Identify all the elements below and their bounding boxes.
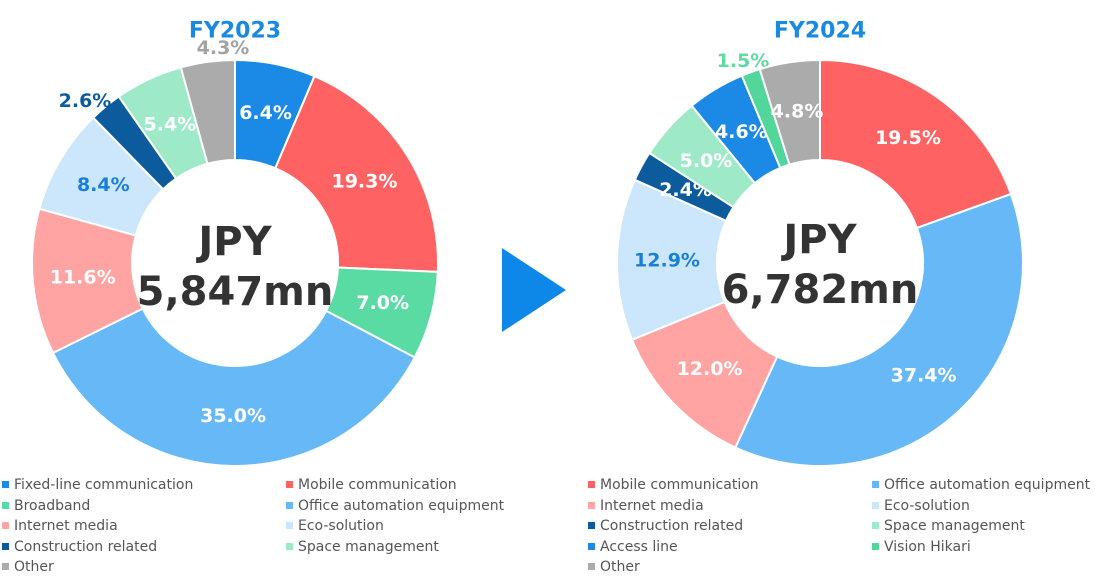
data-label-other: 4.8% xyxy=(771,101,824,123)
data-label-fixed-line-communication: 6.4% xyxy=(239,102,292,124)
legend-swatch xyxy=(872,542,879,550)
legend-label: Other xyxy=(600,559,640,575)
slice-mobile-communication xyxy=(273,74,439,273)
data-label-broadband: 7.0% xyxy=(356,292,409,314)
legend-swatch xyxy=(286,501,293,509)
center-total: 5,847mn xyxy=(137,269,334,315)
legend-swatch xyxy=(286,522,293,529)
legend-item-eco-solution: Eco-solution xyxy=(872,497,970,515)
legend-item-space-management: Space management xyxy=(872,517,1025,535)
legend-item-other: Other xyxy=(588,558,640,576)
slice-mobile-communication xyxy=(819,58,1013,230)
legend-item-vision-hikari: Vision Hikari xyxy=(872,538,971,556)
legend-item-office-automation-equipment: Office automation equipment xyxy=(286,497,504,515)
legend-label: Office automation equipment xyxy=(298,497,505,514)
legend-item-mobile-communication: Mobile communication xyxy=(588,476,759,494)
transition-arrow-icon xyxy=(502,248,566,332)
legend-label: Eco-solution xyxy=(884,497,970,514)
legend-label: Broadband xyxy=(14,497,91,514)
legend-label: Mobile communication xyxy=(298,477,457,493)
legend-swatch xyxy=(588,563,595,570)
legend-label: Construction related xyxy=(14,538,158,555)
center-total: 6,782mn xyxy=(722,267,919,313)
legend-item-broadband: Broadband xyxy=(2,497,90,515)
legend-label: Space management xyxy=(884,518,1025,534)
legend-item-construction-related: Construction related xyxy=(588,517,743,535)
legend-swatch xyxy=(2,501,9,509)
legend-label: Access line xyxy=(600,538,678,555)
donut-chart-fy2024: 19.5%37.4%12.0%12.9%2.4%5.0%4.6%1.5%4.8%… xyxy=(616,19,1024,467)
legend-item-internet-media: Internet media xyxy=(588,497,704,515)
slice-other xyxy=(179,58,236,165)
legend-item-access-line: Access line xyxy=(588,538,678,556)
data-label-mobile-communication: 19.5% xyxy=(875,127,941,149)
legend-item-construction-related: Construction related xyxy=(2,538,157,556)
center-currency: JPY xyxy=(780,217,857,263)
data-label-other: 4.3% xyxy=(197,37,250,59)
legend-item-internet-media: Internet media xyxy=(2,517,118,535)
data-label-office-automation-equipment: 37.4% xyxy=(891,365,957,387)
legend-item-fixed-line-communication: Fixed-line communication xyxy=(2,476,193,494)
legend-swatch xyxy=(2,563,9,570)
slice-other xyxy=(758,58,821,166)
data-label-space-management: 5.0% xyxy=(680,150,733,172)
legend-label: Construction related xyxy=(600,518,744,534)
legend-item-mobile-communication: Mobile communication xyxy=(286,476,457,494)
legend-item-eco-solution: Eco-solution xyxy=(286,517,384,535)
legend-swatch xyxy=(2,481,9,488)
data-label-eco-solution: 12.9% xyxy=(634,249,700,271)
legend-item-office-automation-equipment: Office automation equipment xyxy=(872,476,1090,494)
legend-swatch xyxy=(588,522,595,529)
legend-label: Internet media xyxy=(600,497,704,514)
legend-fy2024: Mobile communication Office automation eq… xyxy=(588,476,1093,577)
legend-swatch xyxy=(588,542,595,550)
legend-item-other: Other xyxy=(2,558,54,576)
legend-label: Other xyxy=(14,559,54,575)
legend-item-space-management: Space management xyxy=(286,538,439,556)
chart-title: FY2024 xyxy=(774,19,866,44)
legend-label: Office automation equipment xyxy=(884,477,1091,493)
legend-swatch xyxy=(588,501,595,509)
legend-label: Eco-solution xyxy=(298,518,384,534)
legend-swatch xyxy=(286,481,293,488)
data-label-eco-solution: 8.4% xyxy=(77,174,130,196)
data-label-internet-media: 11.6% xyxy=(50,266,116,288)
data-label-internet-media: 12.0% xyxy=(677,358,743,380)
slice-office-automation-equipment xyxy=(51,307,417,467)
legend-swatch xyxy=(2,522,9,529)
legend-swatch xyxy=(872,501,879,509)
legend-swatch xyxy=(2,542,9,550)
legend-swatch xyxy=(872,522,879,529)
data-label-space-management: 5.4% xyxy=(144,114,197,136)
legend-label: Fixed-line communication xyxy=(14,477,194,493)
legend-label: Vision Hikari xyxy=(884,538,971,555)
legend-label: Space management xyxy=(298,538,439,555)
legend-fy2023: Fixed-line communication Mobile communica… xyxy=(2,476,562,577)
center-currency: JPY xyxy=(195,219,272,265)
chart-title: FY2023 xyxy=(189,19,281,44)
slice-office-automation-equipment xyxy=(734,192,1024,467)
legend-swatch xyxy=(588,481,595,488)
data-label-mobile-communication: 19.3% xyxy=(331,170,397,192)
data-label-access-line: 4.6% xyxy=(715,121,768,143)
legend-swatch xyxy=(872,481,879,488)
legend-swatch xyxy=(286,542,293,550)
legend-label: Mobile communication xyxy=(600,477,759,493)
legend-label: Internet media xyxy=(14,518,118,534)
data-label-vision-hikari: 1.5% xyxy=(717,50,770,72)
data-label-office-automation-equipment: 35.0% xyxy=(200,405,266,427)
donut-chart-fy2023: 6.4% 19.3% 7.0% 35.0% 11.6% 8.4% 2.6% 5.4% 4.3%F… xyxy=(31,19,439,467)
data-label-construction-related: 2.6% xyxy=(59,90,112,112)
